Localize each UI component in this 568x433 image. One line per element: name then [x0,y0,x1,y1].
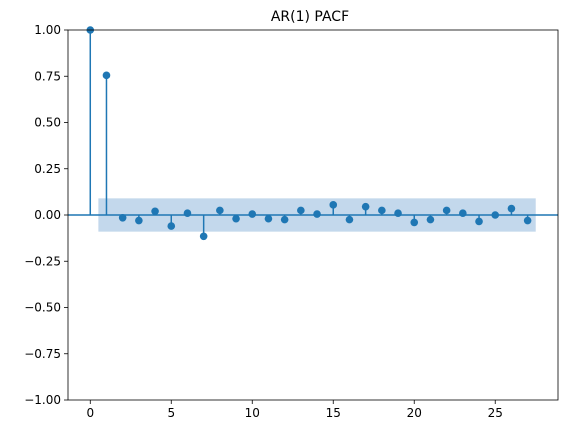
x-tick-label: 5 [167,406,175,420]
x-tick-label: 10 [245,406,260,420]
lag-0-stem [86,26,95,215]
lag-1-stem [102,71,111,215]
lag-16-stem [345,215,354,224]
x-axis-ticks: 0 5 10 15 20 25 [86,400,503,420]
stem-marker [426,215,435,224]
stem-marker [183,209,192,217]
lag-12-stem [280,215,289,224]
stem-marker [232,214,240,223]
lag-24-stem [475,215,483,226]
lag-21-stem [426,215,435,224]
y-tick-label: 0.50 [34,116,61,130]
lag-25-stem [491,211,500,219]
stem-marker [361,202,370,211]
stem-marker [297,206,305,215]
lag-26-stem [507,204,516,215]
plot-frame [67,29,559,401]
x-tick-label: 0 [86,406,94,420]
stem-marker [394,209,402,217]
lag-11-stem [264,214,273,223]
lag-22-stem [442,206,451,215]
lag-7-stem [199,215,208,241]
stem-marker [475,217,483,226]
lag-18-stem [378,206,386,215]
y-tick-label: −0.75 [24,347,61,361]
stem-marker [199,232,208,241]
stem-marker [345,215,354,224]
stem-marker [118,213,127,222]
y-tick-label: −1.00 [24,393,61,407]
lag-2-stem [118,213,127,222]
x-tick-label: 15 [326,406,341,420]
y-axis-ticks: −1.00 −0.75 −0.50 −0.25 0.00 0.25 0.50 0.75 1.00 [24,23,68,407]
stem-marker [410,218,419,227]
stem-marker [459,209,467,217]
stem-marker [264,214,273,223]
lag-14-stem [313,210,321,218]
stem-marker [151,207,159,216]
lag-3-stem [135,215,143,225]
y-tick-label: 0.25 [34,162,61,176]
stem-marker [280,215,289,224]
stem-marker [378,206,386,215]
y-tick-label: −0.25 [24,254,61,268]
stem-marker [329,201,338,209]
chart-title: AR(1) PACF [271,9,349,25]
stem-marker [248,210,257,218]
lag-20-stem [410,215,419,227]
stem-marker [216,206,224,215]
lag-8-stem [216,206,224,215]
stem-marker [135,216,143,225]
stem-marker [523,216,532,225]
lag-13-stem [297,206,305,215]
y-tick-label: 1.00 [34,23,61,37]
lag-15-stem [329,201,338,215]
stem-marker [507,204,516,213]
lag-4-stem [151,207,159,216]
stem-marker [491,211,500,219]
x-tick-label: 20 [407,406,422,420]
lag-23-stem [459,209,467,217]
lag-27-stem [523,215,532,225]
lag-19-stem [394,209,402,217]
y-tick-label: 0.00 [34,208,61,222]
stem-marker [167,222,176,230]
y-tick-label: 0.75 [34,69,61,83]
lag-17-stem [361,202,370,215]
lag-6-stem [183,209,192,217]
stem-marker [313,210,321,218]
y-tick-label: −0.50 [24,301,61,315]
lag-10-stem [248,210,257,218]
x-tick-label: 25 [488,406,503,420]
lag-5-stem [167,215,176,230]
lag-9-stem [232,214,240,223]
stem-marker [102,71,111,80]
stem-marker [442,206,451,215]
